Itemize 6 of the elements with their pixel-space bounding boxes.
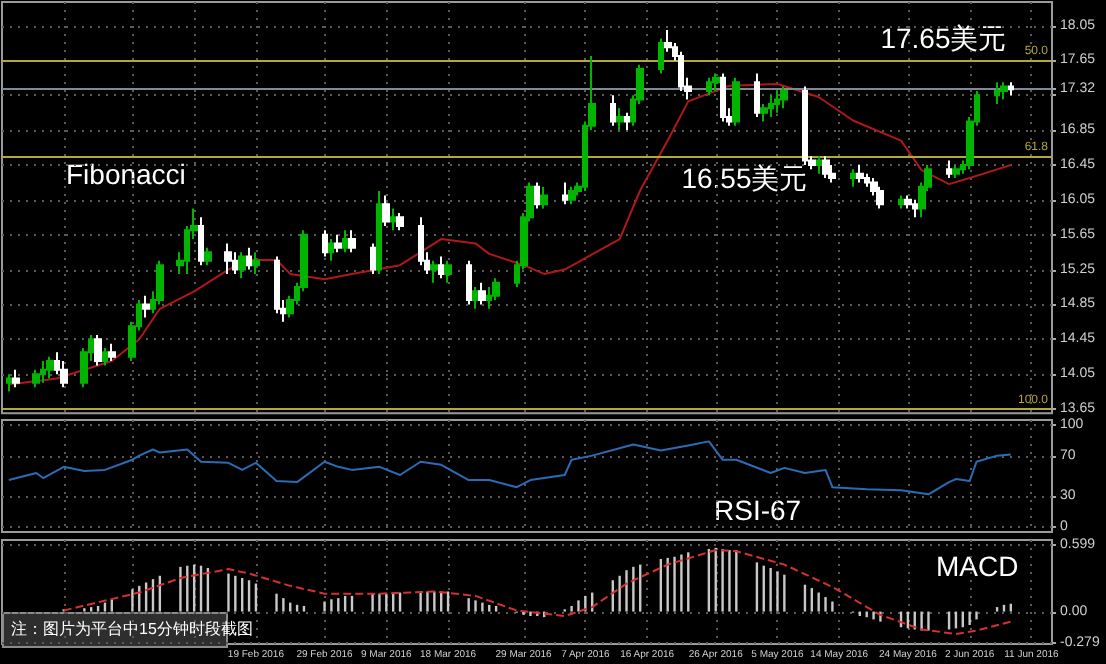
annotation: Fibonacci (66, 158, 186, 190)
series-label: MACD (936, 550, 1019, 582)
annotation: 16.55美元 (681, 162, 808, 195)
annotation: 17.65美元 (880, 22, 1007, 55)
series-label: RSI-67 (714, 494, 802, 526)
annotation: 注：图片为平台中15分钟时段截图 (11, 620, 253, 638)
